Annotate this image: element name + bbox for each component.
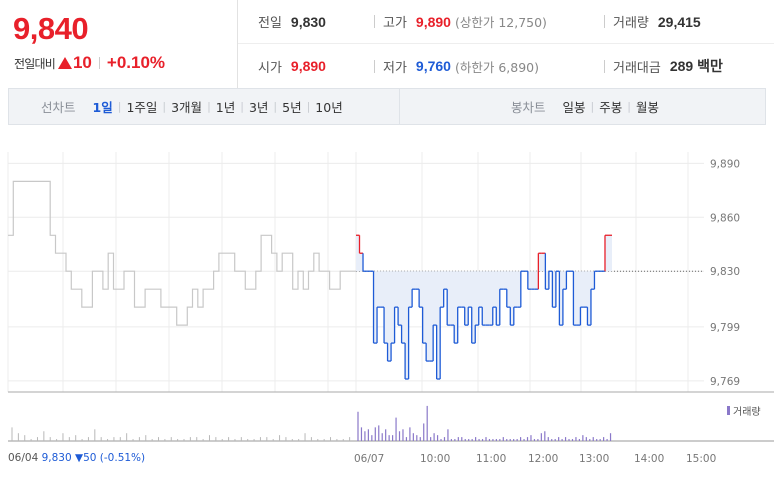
x-tick-label: 11:00 bbox=[476, 453, 506, 465]
divider bbox=[98, 57, 100, 69]
divider bbox=[604, 15, 605, 28]
prev-close-label: 전일 bbox=[258, 16, 282, 31]
tab-separator: | bbox=[207, 100, 211, 113]
change-label: 전일대비 bbox=[14, 56, 56, 71]
tab-10y[interactable]: 10년 bbox=[315, 100, 343, 115]
stats-row-1: 전일 9,830 고가 9,890 (상한가 12,750) 거래량 29,41… bbox=[238, 0, 774, 44]
amount-label: 거래대금 bbox=[613, 60, 661, 76]
chart-canvas: 9,890 9,860 9,830 9,799 9,769 06/07 10:00 11:00… bbox=[7, 152, 774, 465]
y-tick-label: 9,769 bbox=[710, 376, 740, 388]
y-tick-label: 9,860 bbox=[710, 212, 740, 224]
y-tick-label: 9,890 bbox=[710, 158, 740, 170]
tab-separator: | bbox=[240, 100, 244, 113]
tab-daily[interactable]: 일봉 bbox=[562, 100, 586, 115]
y-tick-label: 9,830 bbox=[710, 266, 740, 278]
low-label: 저가 bbox=[383, 60, 407, 76]
divider bbox=[374, 15, 375, 28]
tab-1w[interactable]: 1주일 bbox=[126, 100, 158, 115]
tab-3y[interactable]: 3년 bbox=[248, 100, 269, 115]
lower-limit: (하한가 6,890) bbox=[454, 59, 539, 75]
x-tick-label: 14:00 bbox=[634, 453, 664, 465]
price-summary: 9,840 전일대비 10 +0.10% 전일 9,830 고가 9,890 (… bbox=[0, 0, 774, 88]
low-value: 9,760 bbox=[415, 58, 451, 74]
x-tick-label: 15:00 bbox=[686, 453, 716, 465]
tab-separator: | bbox=[627, 100, 631, 113]
prev-day-date: 06/04 bbox=[8, 452, 39, 464]
tab-separator: | bbox=[162, 100, 167, 113]
prev-close-value: 9,830 bbox=[290, 13, 326, 30]
intraday-chart: 9,890 9,860 9,830 9,799 9,769 06/07 10:00 11:00… bbox=[0, 140, 774, 477]
volume-cell: 거래량 29,415 bbox=[604, 12, 701, 31]
divider bbox=[374, 59, 375, 73]
prev-day-change: ▼50 (-0.51%) bbox=[75, 452, 146, 464]
open-label: 시가 bbox=[258, 60, 282, 76]
current-price-box: 9,840 전일대비 10 +0.10% bbox=[0, 0, 238, 88]
prev-day-line bbox=[8, 180, 356, 326]
volume-legend-swatch bbox=[727, 406, 730, 415]
volume-label: 거래량 bbox=[613, 16, 649, 31]
x-tick-label: 10:00 bbox=[420, 453, 450, 465]
volume-value: 29,415 bbox=[657, 13, 701, 30]
prev-day-footnote: 06/04 9,830 ▼50 (-0.51%) bbox=[8, 452, 145, 464]
candle-chart-tabs: 봉차트 일봉 | 주봉 | 월봉 bbox=[511, 97, 664, 116]
open-value: 9,890 bbox=[290, 58, 326, 74]
amount-cell: 거래대금 289 백만 bbox=[604, 56, 723, 76]
divider bbox=[604, 59, 605, 73]
high-value: 9,890 bbox=[415, 13, 451, 30]
change-row: 전일대비 10 +0.10% bbox=[14, 53, 165, 73]
candle-chart-title: 봉차트 bbox=[511, 100, 546, 115]
tab-1d[interactable]: 1일 bbox=[92, 100, 113, 115]
volume-legend: 거래량 bbox=[727, 403, 761, 418]
upper-limit: (상한가 12,750) bbox=[454, 15, 547, 30]
tab-divider bbox=[399, 89, 400, 124]
line-chart-title: 선차트 bbox=[41, 100, 76, 115]
y-tick-label: 9,799 bbox=[710, 322, 740, 334]
low-cell: 저가 9,760 (하한가 6,890) bbox=[374, 57, 539, 76]
tab-separator: | bbox=[306, 100, 311, 113]
chart-tabbar: 선차트 1일 | 1주일 | 3개월 | 1년 | 3년 | 5년 | 10년 … bbox=[8, 88, 766, 125]
up-arrow-icon bbox=[57, 57, 72, 69]
high-cell: 고가 9,890 (상한가 12,750) bbox=[374, 12, 547, 31]
volume-legend-label: 거래량 bbox=[733, 407, 761, 418]
tab-1y[interactable]: 1년 bbox=[215, 100, 236, 115]
current-price: 9,840 bbox=[13, 11, 89, 46]
high-label: 고가 bbox=[383, 16, 407, 31]
open-cell: 시가 9,890 bbox=[258, 57, 326, 76]
x-tick-label: 06/07 bbox=[354, 453, 384, 465]
change-rate: +0.10% bbox=[106, 53, 166, 72]
prev-day-price: 9,830 bbox=[41, 452, 72, 464]
amount-value: 289 백만 bbox=[669, 58, 723, 74]
prev-close-cell: 전일 9,830 bbox=[258, 12, 326, 32]
stats-row-2: 시가 9,890 저가 9,760 (하한가 6,890) 거래대금 289 백… bbox=[238, 44, 774, 88]
tab-monthly[interactable]: 월봉 bbox=[635, 100, 659, 115]
today-fill bbox=[356, 235, 612, 379]
tab-3m[interactable]: 3개월 bbox=[171, 100, 203, 115]
tab-separator: | bbox=[273, 100, 278, 113]
tab-5y[interactable]: 5년 bbox=[282, 100, 302, 115]
tab-separator: | bbox=[117, 100, 122, 113]
tab-weekly[interactable]: 주봉 bbox=[599, 100, 623, 115]
x-tick-label: 13:00 bbox=[579, 453, 609, 465]
line-chart-tabs: 선차트 1일 | 1주일 | 3개월 | 1년 | 3년 | 5년 | 10년 bbox=[41, 97, 348, 116]
tab-separator: | bbox=[590, 100, 595, 113]
change-value: 10 bbox=[72, 53, 92, 72]
x-tick-label: 12:00 bbox=[528, 453, 558, 465]
